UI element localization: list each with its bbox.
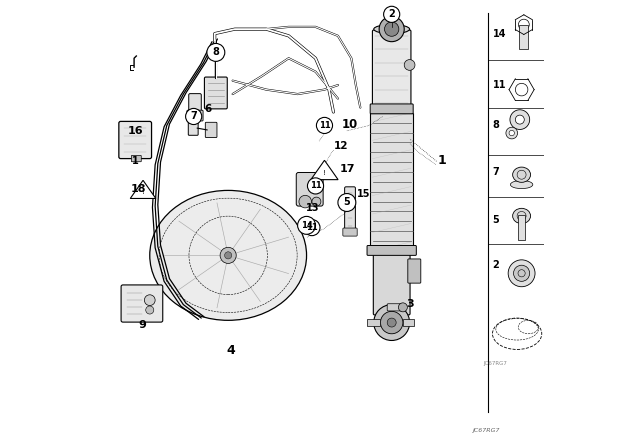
Circle shape [387,318,396,327]
FancyBboxPatch shape [367,246,417,255]
Circle shape [404,60,415,70]
Text: 18: 18 [131,184,146,194]
FancyBboxPatch shape [204,77,227,109]
Circle shape [220,247,236,263]
Text: JC67RG7: JC67RG7 [472,428,499,434]
Ellipse shape [511,181,533,189]
Circle shape [383,6,400,22]
FancyBboxPatch shape [370,104,413,114]
FancyBboxPatch shape [296,172,323,206]
Circle shape [186,108,202,125]
FancyBboxPatch shape [187,110,203,121]
Polygon shape [131,181,156,198]
FancyBboxPatch shape [387,304,403,311]
FancyBboxPatch shape [131,155,141,162]
Circle shape [385,22,399,36]
Text: 11: 11 [310,181,321,190]
Text: 5: 5 [344,198,350,207]
Text: 8: 8 [493,121,499,130]
Text: !: ! [323,170,326,176]
Text: 1: 1 [437,154,446,167]
Bar [518,215,525,240]
FancyBboxPatch shape [408,259,421,283]
FancyBboxPatch shape [189,94,202,113]
Circle shape [207,43,225,61]
Text: 11: 11 [493,80,506,90]
Text: JC67RG7: JC67RG7 [484,361,508,366]
Circle shape [508,260,535,287]
Text: 8: 8 [212,47,220,57]
Circle shape [513,265,530,281]
Circle shape [506,127,518,139]
Circle shape [379,17,404,42]
Text: !: ! [141,190,145,195]
Circle shape [338,194,356,211]
Circle shape [225,252,232,259]
Circle shape [304,220,320,236]
Text: 14: 14 [301,221,312,230]
FancyBboxPatch shape [119,121,152,159]
FancyBboxPatch shape [188,121,198,135]
Circle shape [307,178,324,194]
Text: 7: 7 [190,112,197,121]
Text: 2: 2 [493,260,499,270]
Text: 11: 11 [306,223,318,232]
Circle shape [380,311,403,334]
Text: 17: 17 [340,164,356,174]
Text: 12: 12 [333,141,348,151]
FancyBboxPatch shape [372,30,411,111]
Text: 5: 5 [493,215,499,224]
Text: 11: 11 [319,121,330,130]
Ellipse shape [513,208,531,224]
Text: 1: 1 [132,156,139,166]
Circle shape [515,115,524,124]
FancyBboxPatch shape [205,122,217,138]
Circle shape [298,216,316,234]
Text: 14: 14 [493,29,506,39]
FancyBboxPatch shape [121,285,163,322]
Text: 2: 2 [388,9,395,19]
Circle shape [299,195,312,208]
Text: 6: 6 [205,104,212,114]
Circle shape [398,303,408,312]
Circle shape [374,305,410,340]
Ellipse shape [150,190,307,320]
Ellipse shape [374,25,410,34]
Text: 9: 9 [138,320,146,330]
Circle shape [509,130,515,136]
Bar [520,25,529,49]
Text: 13: 13 [306,203,319,213]
Circle shape [316,117,333,134]
FancyBboxPatch shape [373,253,410,315]
Circle shape [312,197,321,206]
Text: 3: 3 [406,299,413,309]
Text: 16: 16 [127,126,143,136]
FancyBboxPatch shape [370,113,413,251]
Circle shape [510,110,530,129]
Circle shape [145,295,155,306]
Text: 10: 10 [342,118,358,131]
Text: 15: 15 [356,189,370,199]
FancyBboxPatch shape [343,228,357,236]
Text: 7: 7 [493,168,499,177]
FancyBboxPatch shape [345,187,355,232]
Bar [403,319,414,326]
Polygon shape [311,160,338,180]
Text: 4: 4 [226,344,235,357]
Bar [367,319,380,326]
Circle shape [146,306,154,314]
Ellipse shape [513,167,531,182]
